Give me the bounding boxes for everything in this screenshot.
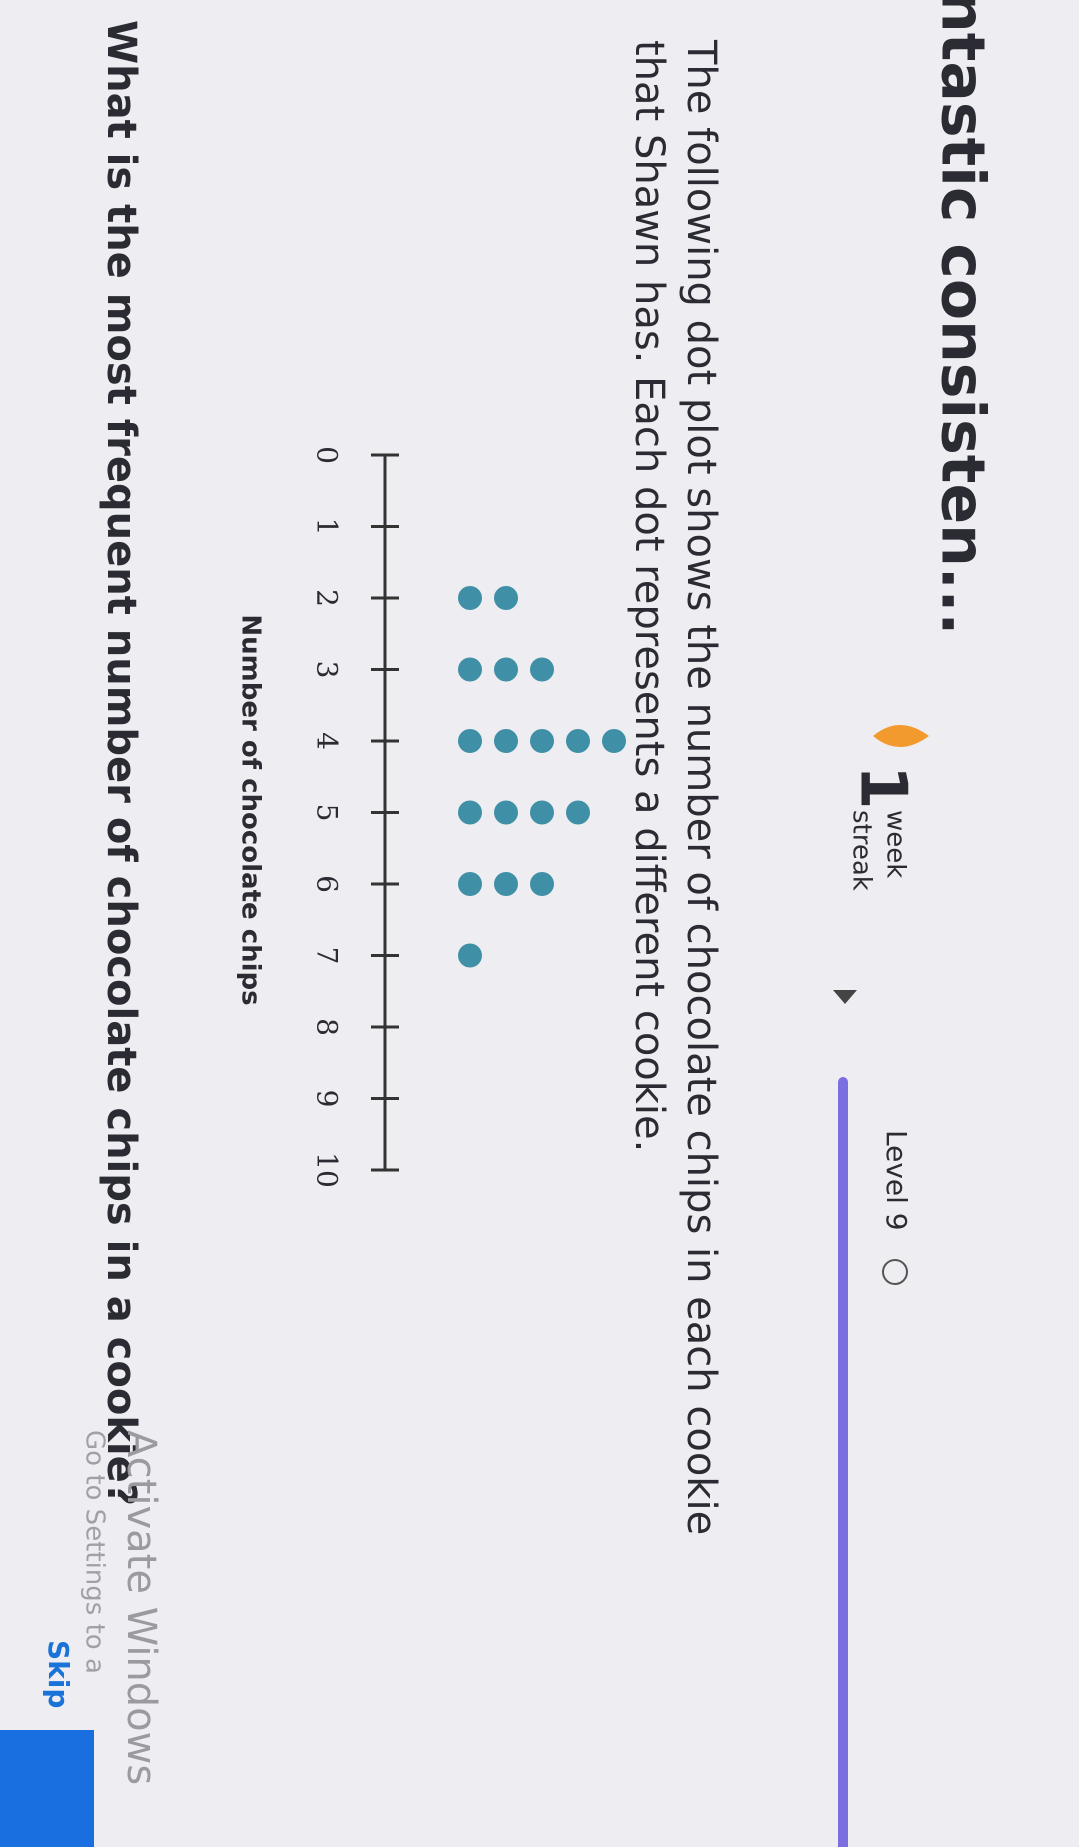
fire-icon [873,725,929,747]
lesson-title: ntastic consisten... [927,0,997,635]
level-label: Level 9 [880,1130,913,1231]
watermark-text: Go to Settings to a [80,1430,110,1674]
dot [566,729,590,753]
skip-button[interactable]: Skip [42,1640,75,1708]
level-pointer [833,990,857,1004]
x-tick-label: 9 [311,1090,344,1108]
prompt-text: What is the most frequent number of choc… [98,20,144,1506]
dot [494,586,518,610]
streak-number: 1 [845,765,919,810]
question-text: The following dot plot shows the number … [678,39,724,1535]
watermark-title: Activate Windows [118,1430,164,1785]
dot [530,800,554,825]
x-tick-label: 5 [311,804,344,822]
dot [458,872,482,896]
dot [530,657,554,682]
x-tick-label: 0 [311,446,344,464]
x-tick-label: 7 [311,947,344,965]
dot [458,586,482,610]
info-icon[interactable] [882,1259,908,1285]
dot [458,943,482,968]
x-tick-label: 2 [311,589,344,607]
x-tick-label: 1 [311,518,344,536]
dot [602,729,626,753]
dot [458,800,482,825]
x-tick-label: 10 [311,1152,344,1188]
dot [566,800,590,825]
dot [530,729,554,753]
x-tick-label: 4 [311,732,344,750]
dot [494,729,518,753]
dot [458,729,482,753]
dot [530,872,554,896]
dot [494,872,518,896]
dot-plot: 0 1 2 3 4 5 6 7 8 9 10 [311,446,626,1188]
question-text: that Shawn has. Each dot represents a di… [626,40,672,1152]
x-axis-label: Number of chocolate chips [236,614,266,1005]
x-tick-label: 3 [311,661,344,679]
x-tick-label: 6 [311,875,344,893]
submit-button[interactable] [0,1730,94,1847]
streak-unit: week [881,810,911,878]
x-tick-label: 8 [311,1018,344,1036]
dot [458,657,482,682]
streak-label: streak [847,810,877,891]
dot [494,800,518,825]
dot [494,657,518,682]
